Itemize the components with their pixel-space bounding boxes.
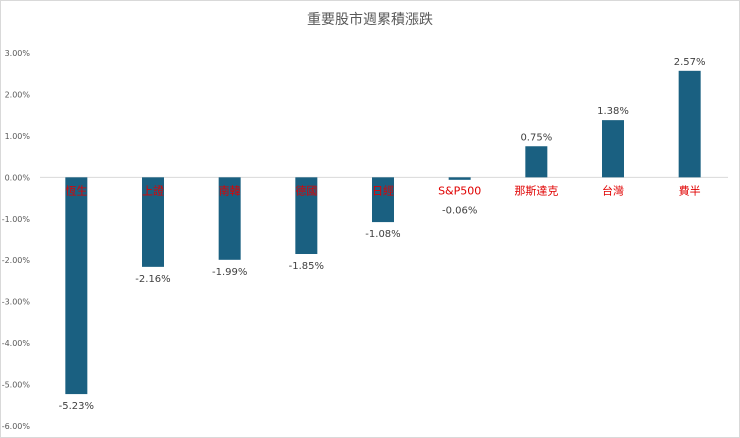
chart-title: 重要股市週累積漲跌 — [307, 11, 433, 28]
data-label: -0.06% — [442, 205, 477, 216]
data-label: -1.85% — [289, 261, 324, 272]
y-tick-label: 0.00% — [5, 173, 31, 182]
y-tick-label: 3.00% — [5, 49, 31, 58]
bar — [602, 120, 624, 178]
y-tick-label: -1.00% — [2, 215, 31, 224]
category-label: 恆生 — [65, 183, 87, 197]
bar — [295, 177, 318, 255]
y-tick-label: -3.00% — [2, 298, 31, 307]
bar — [65, 177, 88, 395]
y-tick-label: -5.00% — [2, 381, 31, 390]
y-tick-label: -6.00% — [2, 422, 31, 431]
data-label: 2.57% — [674, 57, 706, 68]
bar — [525, 146, 548, 178]
category-label: 日經 — [372, 183, 394, 197]
y-tick-label: 1.00% — [5, 132, 31, 141]
bar — [678, 70, 701, 178]
category-label: 費半 — [679, 183, 701, 197]
y-tick-label: 2.00% — [5, 90, 31, 99]
category-label: 南韓 — [219, 184, 241, 197]
y-tick-label: -2.00% — [2, 256, 31, 265]
bar — [372, 177, 394, 223]
bar — [142, 177, 164, 267]
data-label: -1.08% — [365, 229, 400, 240]
data-label: -1.99% — [212, 267, 247, 278]
category-label: 德國 — [295, 183, 317, 197]
category-label: S&P500 — [438, 184, 481, 197]
data-label: 1.38% — [597, 106, 629, 117]
bar — [448, 177, 471, 180]
data-label: 0.75% — [520, 132, 552, 143]
data-label: -2.16% — [135, 274, 170, 285]
data-label: -5.23% — [59, 401, 94, 412]
y-tick-label: -4.00% — [2, 339, 31, 348]
bar — [218, 177, 241, 260]
category-label: 台灣 — [602, 183, 624, 197]
category-label: 那斯達克 — [514, 184, 558, 197]
category-label: 上證 — [142, 183, 164, 197]
